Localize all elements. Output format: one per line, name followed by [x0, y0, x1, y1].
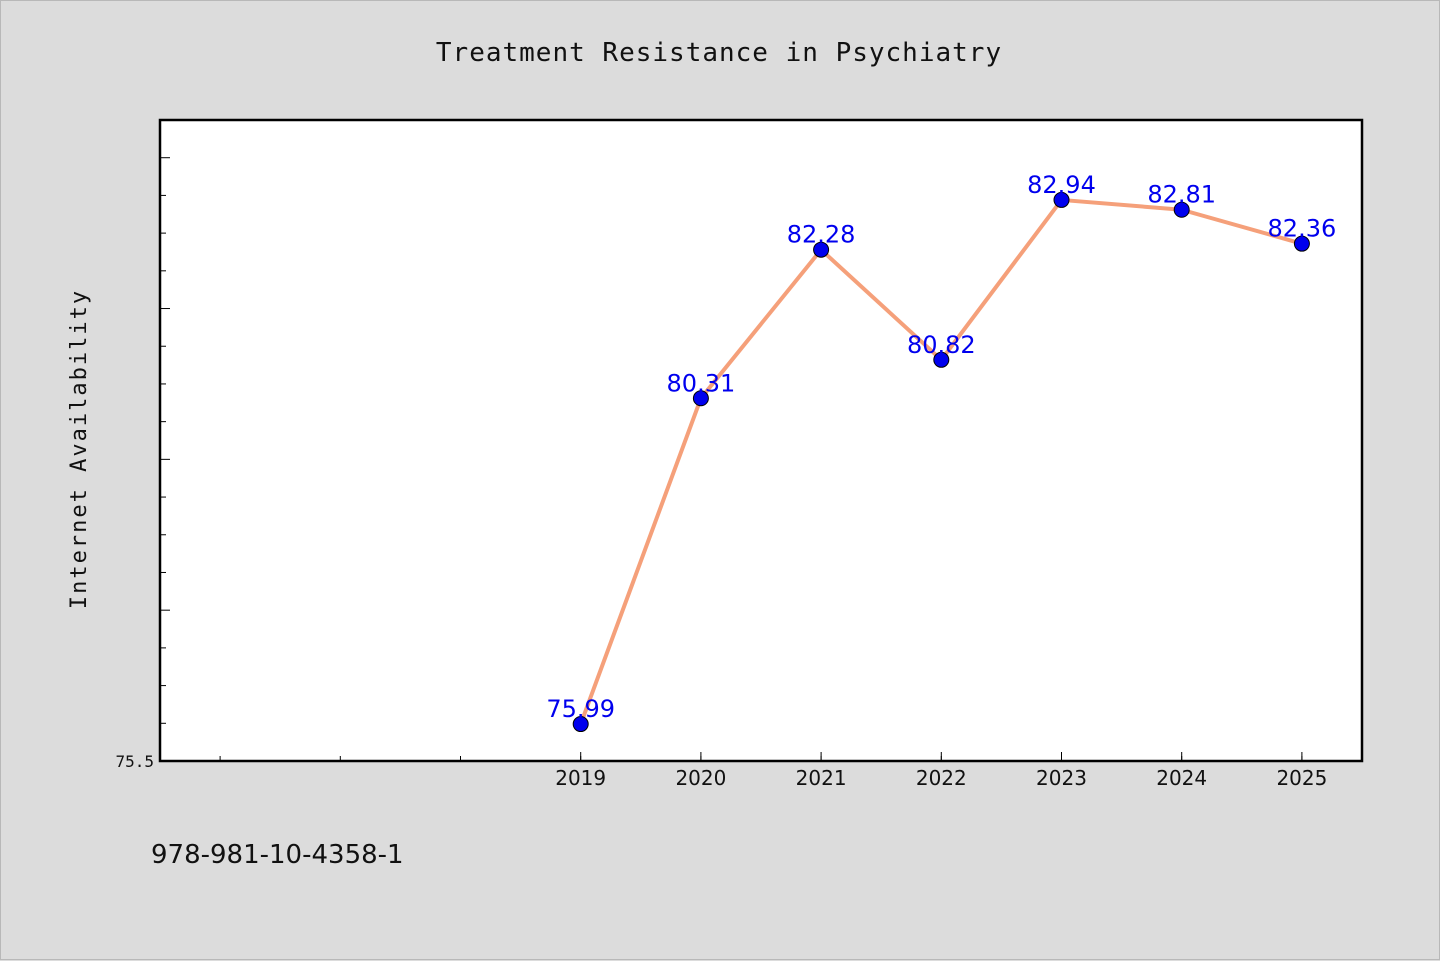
data-label: 75.99 — [546, 695, 615, 723]
x-tick-label: 2025 — [1276, 766, 1327, 790]
series-layer — [572, 191, 1310, 733]
data-label: 82.94 — [1027, 171, 1096, 199]
data-point — [572, 716, 589, 733]
data-point — [813, 241, 830, 258]
data-point — [1173, 201, 1190, 218]
y-tick-label: 75.5 — [115, 752, 154, 771]
x-tick-label: 2024 — [1156, 766, 1207, 790]
data-label: 80.82 — [907, 331, 976, 359]
data-point — [1293, 235, 1310, 252]
x-axis-ticks: 2019 2020 2021 2022 2023 2024 2025 — [219, 752, 1327, 790]
data-point — [1053, 191, 1070, 208]
data-label: 82.81 — [1147, 181, 1216, 209]
y-axis-label: Internet Availability — [67, 289, 92, 609]
footer-isbn: 978-981-10-4358-1 — [151, 840, 404, 870]
data-point — [933, 351, 950, 368]
y-axis-ticks: 75.5 — [115, 119, 170, 771]
x-tick-label: 2020 — [675, 766, 726, 790]
data-label: 82.28 — [787, 221, 856, 249]
data-label: 82.36 — [1268, 215, 1337, 243]
x-tick-label: 2022 — [916, 766, 967, 790]
chart-title: Treatment Resistance in Psychiatry — [436, 38, 1002, 68]
data-label: 80.31 — [667, 369, 736, 397]
data-point — [692, 390, 709, 407]
x-tick-label: 2021 — [796, 766, 847, 790]
x-tick-label: 2023 — [1036, 766, 1087, 790]
x-tick-label: 2019 — [555, 766, 606, 790]
data-labels: 75.99 80.31 82.28 80.82 82.94 82.81 82.36 — [546, 171, 1336, 723]
plot-area — [158, 118, 1364, 763]
